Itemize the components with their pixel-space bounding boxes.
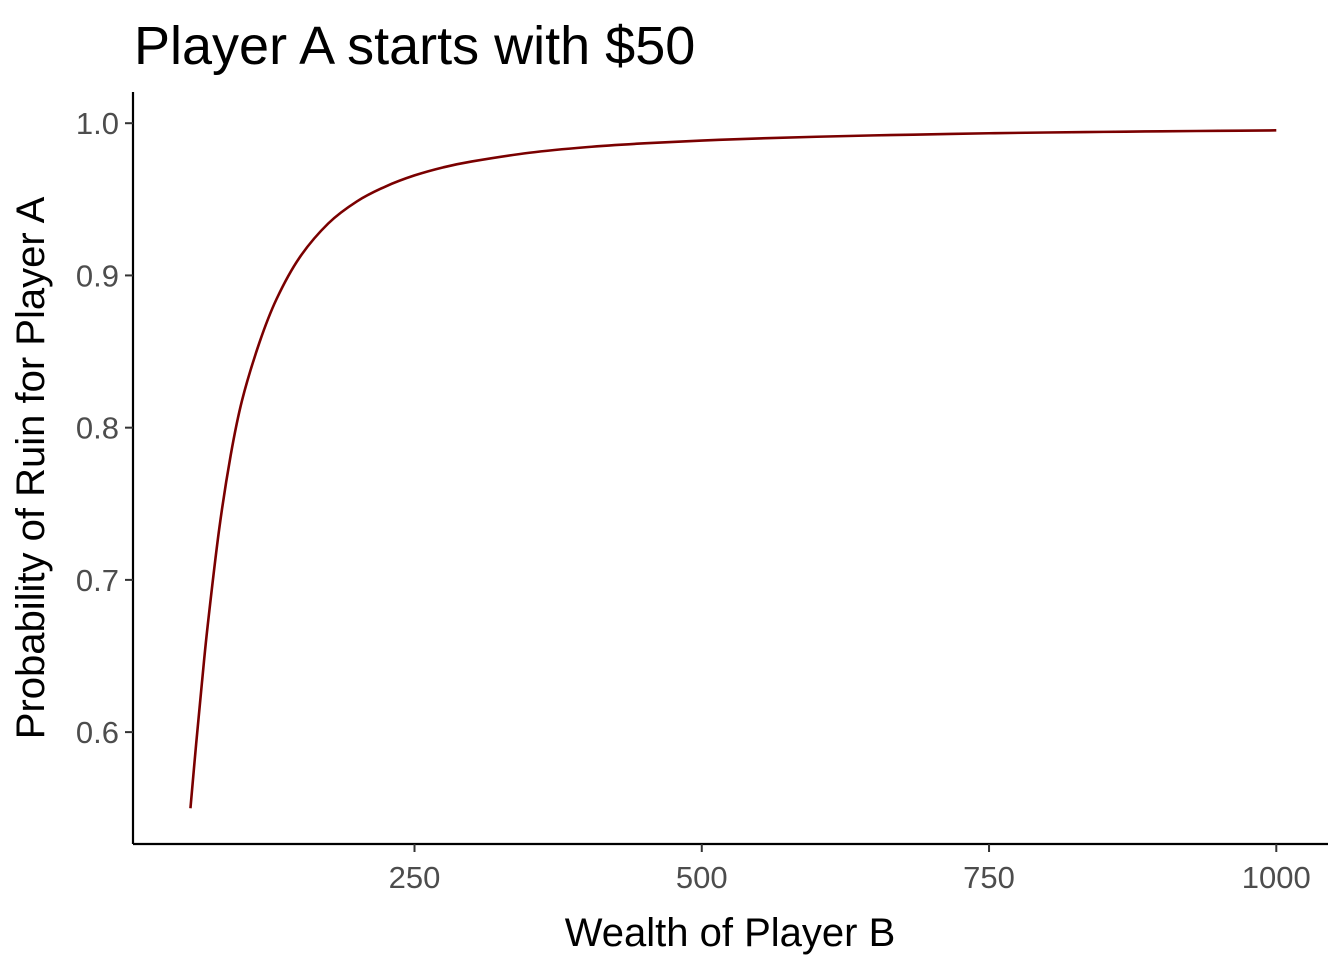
y-tick-label-0: 0.6 bbox=[76, 715, 119, 750]
y-tick-label-4: 1.0 bbox=[76, 106, 119, 141]
series-line-0 bbox=[189, 129, 1277, 809]
y-tick-label-2: 0.8 bbox=[76, 411, 119, 446]
x-tick-label-0: 250 bbox=[389, 860, 441, 895]
y-axis-ticks: 0.6 0.7 0.8 0.9 1.0 bbox=[76, 106, 133, 750]
y-tick-label-3: 0.9 bbox=[76, 258, 119, 293]
y-tick-label-1: 0.7 bbox=[76, 563, 119, 598]
chart-title: Player A starts with $50 bbox=[134, 16, 695, 76]
x-axis-title: Wealth of Player B bbox=[565, 911, 896, 955]
x-tick-label-1: 500 bbox=[676, 860, 728, 895]
x-axis-ticks: 250 500 750 1000 bbox=[389, 844, 1311, 895]
series-layer bbox=[189, 129, 1277, 809]
x-tick-label-2: 750 bbox=[963, 860, 1015, 895]
plot-area: 0.6 0.7 0.8 0.9 1.0 250 500 750 1000 bbox=[76, 92, 1328, 895]
x-tick-label-3: 1000 bbox=[1242, 860, 1311, 895]
y-axis-title: Probability of Ruin for Player A bbox=[9, 196, 53, 739]
